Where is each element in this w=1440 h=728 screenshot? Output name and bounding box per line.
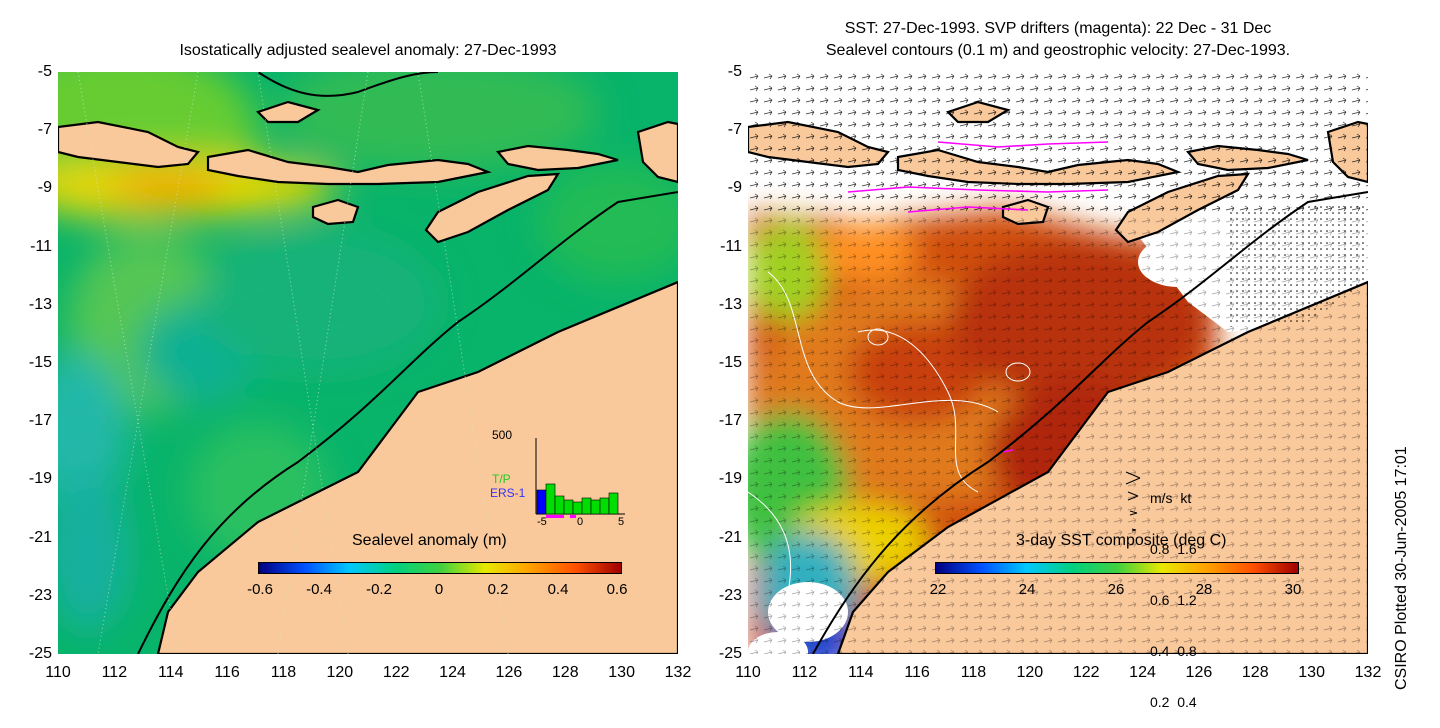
plot-credit: CSIRO Plotted 30-Jun-2005 17:01 — [1393, 446, 1410, 690]
x-tick-label: 132 — [664, 664, 692, 681]
velocity-legend: m/s kt 0.8 1.6 0.6 1.2 0.4 0.8 0.2 0.4 — [1128, 456, 1197, 728]
histogram-ymax: 500 — [492, 428, 513, 442]
y-tick-label: -21 — [718, 528, 742, 546]
x-tick-label: 124 — [1129, 664, 1156, 681]
sealevel-map — [58, 72, 678, 654]
bathymetry-contour — [812, 191, 1368, 654]
y-tick-label: -13 — [718, 295, 742, 313]
left-colorbar — [258, 562, 622, 574]
velocity-arrows-north — [748, 72, 1368, 212]
x-tick-label: 130 — [1298, 664, 1325, 681]
x-tick-label: 116 — [904, 664, 930, 681]
y-tick-label: -17 — [718, 412, 742, 430]
x-tick-label: 116 — [214, 664, 240, 681]
y-tick-label: -23 — [718, 586, 742, 604]
x-tick-label: 112 — [791, 664, 818, 681]
y-tick-label: -19 — [718, 470, 742, 488]
y-tick-label: -5 — [37, 63, 52, 80]
right-colorbar-label: 28 — [1195, 581, 1213, 598]
velocity-legend-row: 0.6 1.2 — [1150, 592, 1197, 608]
right-colorbar-label: 24 — [1018, 581, 1036, 598]
left-colorbar-label: 0.2 — [487, 581, 509, 598]
left-colorbar-label: -0.6 — [247, 581, 273, 598]
right-colorbar — [935, 562, 1299, 574]
x-tick-label: 110 — [45, 664, 71, 681]
y-tick-label: -21 — [28, 528, 52, 546]
left-colorbar-label: -0.2 — [366, 581, 392, 598]
histogram-x-label-zero: 0 — [577, 516, 584, 528]
y-tick-label: -7 — [727, 121, 742, 139]
y-tick-label: -15 — [28, 354, 52, 371]
x-tick-label: 130 — [608, 664, 635, 681]
velocity-legend-row: 0.8 1.6 — [1150, 541, 1197, 557]
x-tick-label: 128 — [551, 664, 579, 681]
y-tick-label: -11 — [30, 237, 52, 255]
left-colorbar-label: 0.6 — [606, 581, 628, 598]
x-tick-label: 128 — [1241, 664, 1269, 681]
right-colorbar-label: 26 — [1107, 581, 1125, 598]
y-tick-label: -25 — [718, 645, 742, 662]
left-colorbar-label: 0.4 — [547, 581, 569, 598]
x-tick-label: 114 — [847, 664, 874, 681]
left-colorbar-label: -0.4 — [306, 581, 332, 598]
velocity-legend-row: 0.2 0.4 — [1150, 694, 1197, 710]
x-tick-label: 120 — [326, 664, 354, 681]
y-tick-label: -25 — [28, 645, 52, 662]
histogram-x-label-min: -5 — [537, 516, 547, 528]
x-tick-label: 122 — [382, 664, 410, 681]
histogram-inset: 500 T/P ERS-1 -5 0 5 — [490, 428, 640, 530]
y-tick-label: -5 — [727, 63, 742, 80]
y-tick-label: -19 — [28, 470, 52, 488]
velocity-legend-row: 0.4 0.8 — [1150, 643, 1197, 659]
x-tick-label: 132 — [1354, 664, 1382, 681]
right-colorbar-label: 30 — [1284, 581, 1302, 598]
drifter-tracks — [847, 141, 1109, 453]
land-masses — [58, 100, 678, 654]
right-colorbar-title: 3-day SST composite (deg C) — [1016, 532, 1227, 549]
x-tick-label: 122 — [1072, 664, 1100, 681]
y-tick-label: -7 — [37, 121, 52, 139]
sealevel-contours — [748, 271, 1031, 593]
right-panel-title-line1: SST: 27-Dec-1993. SVP drifters (magenta)… — [844, 20, 1272, 37]
x-tick-label: 124 — [439, 664, 466, 681]
x-tick-label: 118 — [270, 664, 297, 681]
sst-map — [748, 72, 1368, 654]
x-tick-label: 126 — [1185, 664, 1213, 681]
left-colorbar-title: Sealevel anomaly (m) — [352, 532, 507, 549]
x-tick-label: 118 — [960, 664, 987, 681]
histogram-legend-ers: ERS-1 — [490, 486, 526, 500]
velocity-legend-header: m/s kt — [1150, 490, 1192, 506]
y-tick-label: -13 — [28, 295, 52, 313]
x-tick-label: 110 — [735, 664, 761, 681]
left-colorbar-label: 0 — [434, 581, 444, 598]
x-tick-label: 120 — [1016, 664, 1044, 681]
altimeter-tracks — [77, 72, 509, 654]
histogram-x-label-max: 5 — [618, 516, 625, 528]
velocity-legend-arrows — [1125, 471, 1141, 532]
histogram-legend-tp: T/P — [492, 472, 511, 486]
y-tick-label: -9 — [727, 179, 742, 197]
y-tick-label: -15 — [718, 354, 742, 371]
histogram-bars — [536, 483, 619, 515]
histogram-xticks — [546, 515, 576, 518]
velocity-dots — [1228, 202, 1368, 327]
y-tick-label: -11 — [720, 237, 742, 255]
x-tick-label: 112 — [101, 664, 128, 681]
x-tick-label: 126 — [495, 664, 523, 681]
y-tick-label: -17 — [28, 412, 52, 430]
left-panel-title: Isostatically adjusted sealevel anomaly:… — [179, 42, 557, 59]
x-tick-label: 114 — [157, 664, 184, 681]
right-panel-title-line2: Sealevel contours (0.1 m) and geostrophi… — [825, 42, 1291, 59]
right-colorbar-label: 22 — [929, 581, 947, 598]
bathymetry-contour — [137, 72, 678, 654]
y-tick-label: -9 — [37, 179, 52, 197]
y-tick-label: -23 — [28, 586, 52, 604]
